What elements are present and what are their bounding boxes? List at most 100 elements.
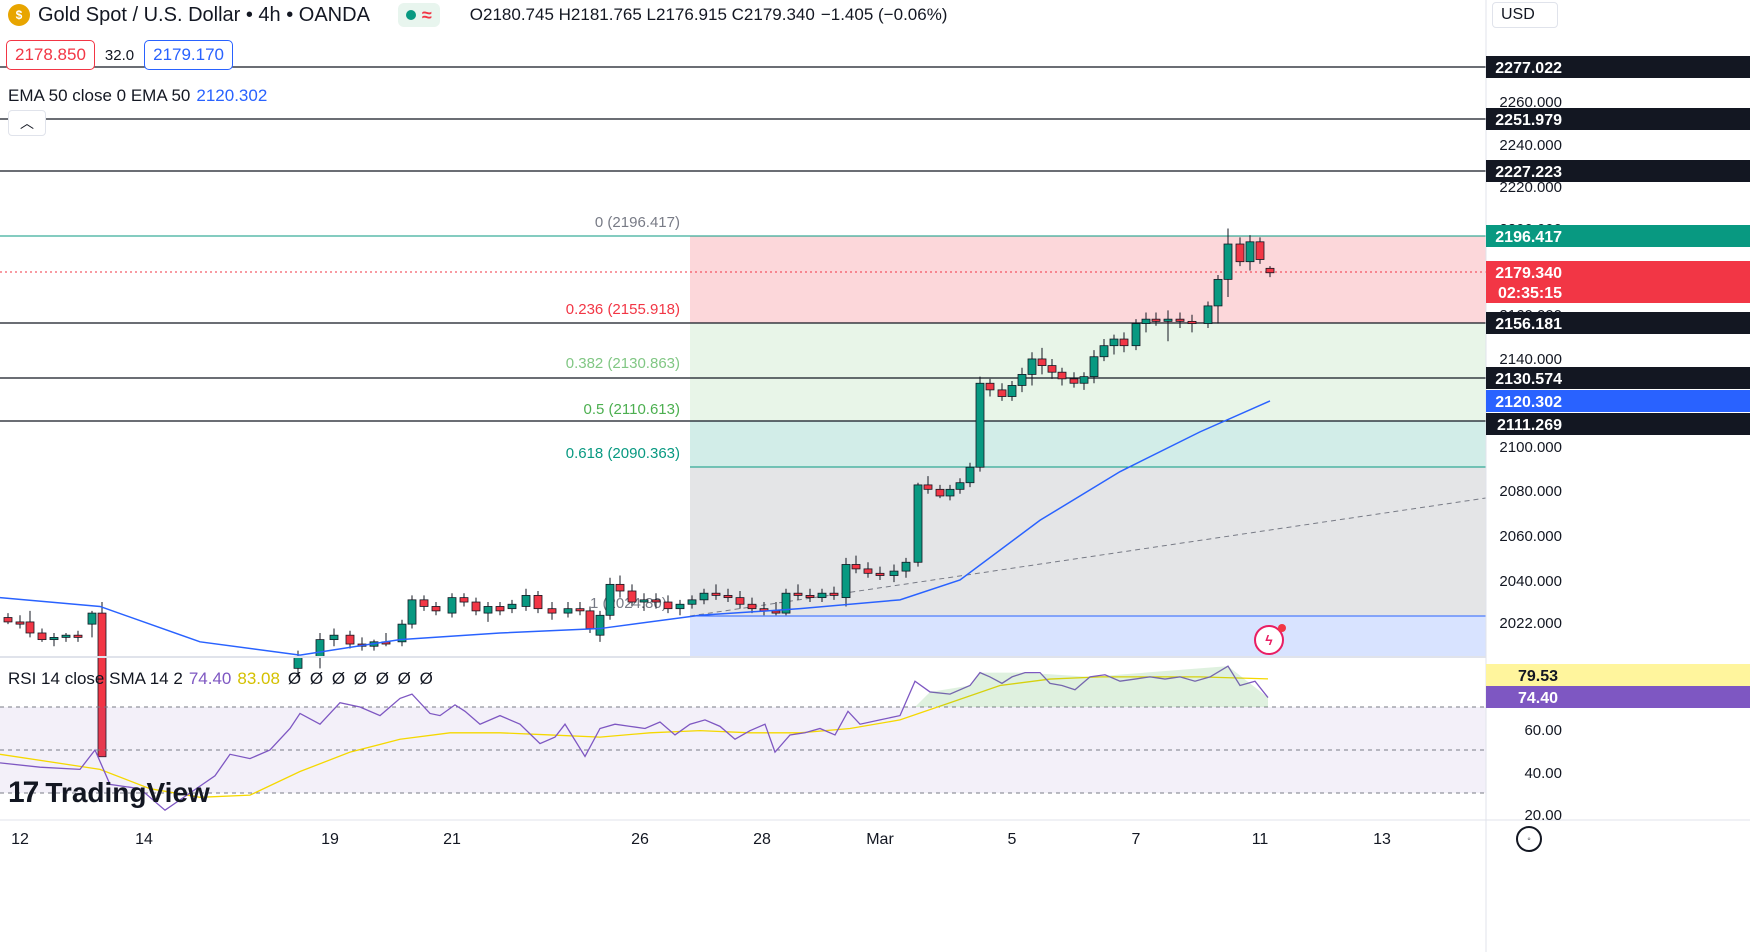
candle-body bbox=[687, 599, 697, 605]
ema-value: 2120.302 bbox=[196, 86, 268, 105]
fib-zone-0236-05 bbox=[690, 323, 1486, 421]
price-tag-bg bbox=[1486, 225, 1750, 247]
candle bbox=[935, 484, 945, 499]
price-tag-bg bbox=[1486, 160, 1750, 182]
candle-body bbox=[431, 606, 441, 612]
candle-body bbox=[675, 603, 685, 610]
price-tag-bg bbox=[1486, 367, 1750, 389]
symbol-header[interactable]: $ Gold Spot / U.S. Dollar • 4h • OANDA ≈… bbox=[8, 2, 947, 28]
ema-50-line bbox=[0, 400, 1271, 656]
price-tag: 2120.302 bbox=[1486, 390, 1750, 412]
price-tag: 2251.979 bbox=[1486, 108, 1750, 130]
candle bbox=[1255, 237, 1265, 264]
price-tick-label: 2022.000 bbox=[1499, 615, 1562, 632]
candlesticks bbox=[3, 228, 1275, 758]
candle bbox=[431, 602, 441, 616]
ohlc-readout: O2180.745 H2181.765 L2176.915 C2179.340−… bbox=[470, 5, 948, 25]
candle-body bbox=[37, 632, 47, 641]
candle bbox=[1141, 312, 1151, 333]
currency-selector[interactable]: USD bbox=[1492, 2, 1558, 28]
candle bbox=[747, 597, 757, 614]
tradingview-logo[interactable]: 17 TradingView bbox=[8, 776, 210, 810]
candle bbox=[793, 584, 803, 600]
candle-body bbox=[735, 597, 745, 605]
price-axis-bg bbox=[1486, 30, 1750, 952]
candle-body bbox=[407, 599, 417, 625]
candle bbox=[97, 602, 107, 758]
candle-body bbox=[87, 612, 97, 625]
lightning-alert-icon[interactable]: ϟ bbox=[1254, 624, 1286, 655]
time-axis-label: 5 bbox=[1008, 831, 1017, 848]
rsi-tag: 74.40 bbox=[1486, 686, 1750, 708]
candle bbox=[495, 602, 505, 616]
price-tag: 2227.223 bbox=[1486, 160, 1750, 182]
candle-body bbox=[997, 389, 1007, 397]
candle bbox=[1265, 266, 1275, 278]
candle bbox=[723, 588, 733, 603]
rsi-value: 74.40 bbox=[188, 669, 232, 688]
candle bbox=[25, 610, 35, 638]
sell-button[interactable]: 2178.850 bbox=[6, 40, 95, 70]
fib-label: 0 (2196.417) bbox=[595, 214, 680, 231]
buy-button[interactable]: 2179.170 bbox=[144, 40, 234, 70]
price-tag-label: 2120.302 bbox=[1495, 394, 1562, 411]
candle bbox=[615, 575, 625, 598]
candle bbox=[459, 593, 469, 607]
candle bbox=[1119, 332, 1129, 353]
rsi-tag-label: 79.53 bbox=[1518, 668, 1558, 685]
candle bbox=[863, 562, 873, 578]
candle bbox=[663, 595, 673, 614]
market-status-badge[interactable]: ≈ bbox=[397, 3, 440, 27]
ema-label: EMA 50 close 0 EMA 50 bbox=[8, 86, 191, 105]
candle-body bbox=[829, 592, 839, 596]
candle-body bbox=[747, 603, 757, 610]
time-axis-label: 26 bbox=[631, 831, 649, 848]
fib-label: 0.236 (2155.918) bbox=[566, 301, 680, 318]
candle-body bbox=[533, 595, 543, 610]
chevron-up-icon: ︿ bbox=[20, 115, 34, 131]
price-change: −1.405 (−0.06%) bbox=[820, 5, 948, 24]
candle bbox=[829, 586, 839, 600]
ema-legend[interactable]: EMA 50 close 0 EMA 50 2120.302 bbox=[8, 86, 267, 106]
candle-body bbox=[863, 568, 873, 574]
candle-body bbox=[985, 382, 995, 391]
candle-body bbox=[1141, 318, 1151, 324]
rsi-tag-bg bbox=[1486, 664, 1750, 686]
candle bbox=[329, 628, 339, 647]
fib-label: 0.618 (2090.363) bbox=[566, 445, 680, 462]
tv-logo-mark-icon: 17 bbox=[8, 776, 39, 809]
price-tag-bg bbox=[1486, 413, 1750, 435]
candle-body bbox=[521, 595, 531, 607]
candle bbox=[1007, 381, 1017, 401]
candle bbox=[841, 557, 851, 607]
candle-body bbox=[419, 599, 429, 607]
collapse-legend-button[interactable]: ︿ bbox=[8, 110, 46, 136]
rsi-overbought-fill bbox=[915, 666, 1268, 707]
price-tag: 2277.022 bbox=[1486, 56, 1750, 78]
time-axis-label: Mar bbox=[866, 831, 894, 848]
candle-body bbox=[495, 606, 505, 612]
candle-body bbox=[1245, 241, 1255, 263]
rsi-legend[interactable]: RSI 14 close SMA 14 2 74.40 83.08 Ø Ø Ø Ø Ø… bbox=[8, 669, 435, 689]
candle-body bbox=[639, 599, 649, 603]
candle bbox=[419, 595, 429, 611]
candle-body bbox=[1007, 385, 1017, 397]
candle-body bbox=[651, 599, 661, 603]
candle bbox=[699, 588, 709, 605]
candle bbox=[369, 639, 379, 651]
candle bbox=[781, 588, 791, 616]
symbol-title[interactable]: Gold Spot / U.S. Dollar • 4h • OANDA bbox=[38, 3, 370, 26]
candle bbox=[1151, 312, 1161, 326]
settings-gear-icon[interactable]: ◦ bbox=[1516, 826, 1542, 852]
price-tick-label: 2140.000 bbox=[1499, 351, 1562, 368]
candle-body bbox=[1027, 358, 1037, 375]
candle-body bbox=[817, 592, 827, 599]
time-axis-label: 7 bbox=[1132, 831, 1141, 848]
candle-body bbox=[851, 564, 861, 570]
candle bbox=[1037, 347, 1047, 375]
candle-body bbox=[61, 634, 71, 638]
rsi-band bbox=[0, 707, 1486, 793]
candle-body bbox=[563, 608, 573, 614]
price-tag: 2156.181 bbox=[1486, 312, 1750, 334]
